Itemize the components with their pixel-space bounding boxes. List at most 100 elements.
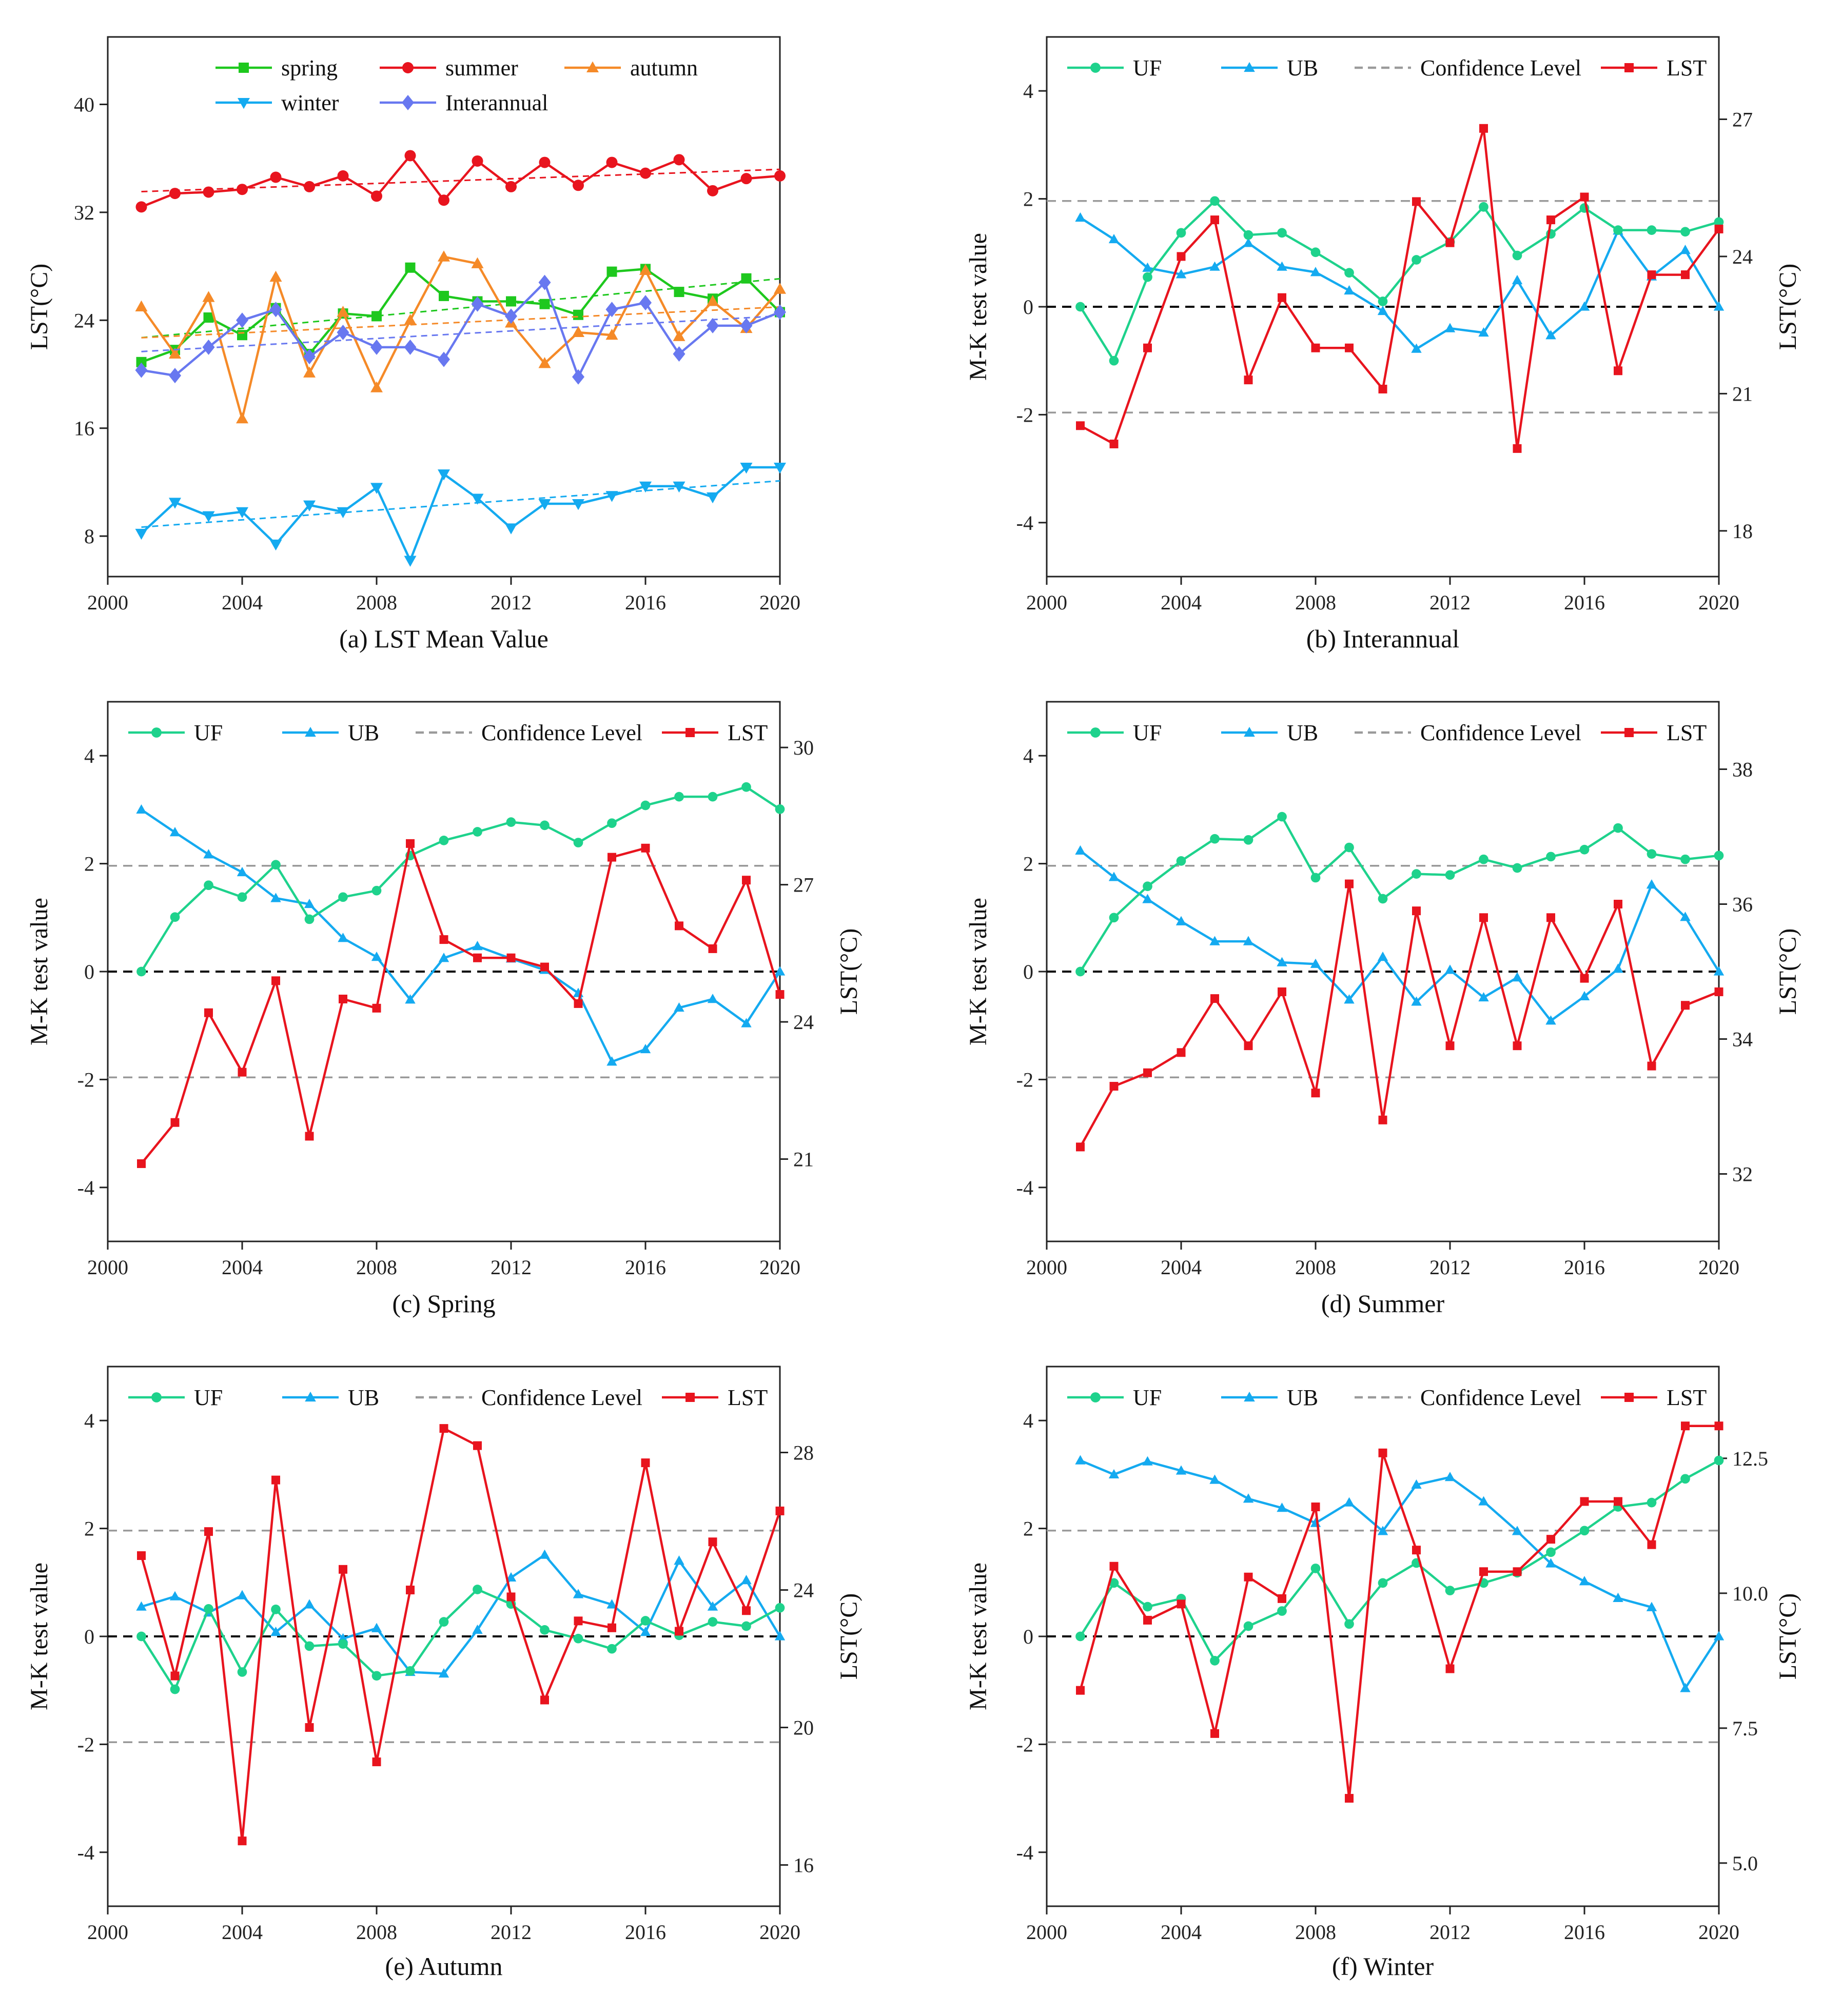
data-point	[1076, 421, 1085, 430]
series-line	[140, 1427, 781, 1841]
data-point	[339, 1565, 347, 1574]
data-point	[338, 1639, 348, 1649]
data-point	[1244, 1572, 1253, 1582]
data-point	[741, 273, 752, 284]
x-tick-label: 2012	[491, 1921, 532, 1944]
x-tick-label: 2016	[1564, 1921, 1605, 1944]
data-point	[741, 1621, 751, 1631]
data-point	[1613, 225, 1623, 235]
data-point	[674, 287, 684, 298]
y-tick-label: -2	[1016, 1733, 1033, 1756]
data-point	[1546, 1535, 1555, 1544]
data-point	[1545, 1015, 1556, 1025]
legend-label: UB	[348, 720, 379, 745]
x-tick-label: 2004	[222, 1256, 263, 1279]
data-point	[1345, 879, 1354, 888]
data-point	[204, 1008, 213, 1017]
data-point	[708, 944, 717, 953]
legend-label: LST	[1667, 55, 1707, 81]
data-point	[204, 1527, 213, 1536]
x-tick-label: 2000	[87, 591, 128, 614]
x-tick-label: 2016	[1564, 591, 1605, 614]
data-point	[269, 539, 282, 551]
legend-swatch-marker	[239, 63, 249, 73]
y-tick-label: 4	[1023, 1409, 1033, 1432]
x-tick-label: 2012	[1429, 591, 1471, 614]
data-point	[1143, 881, 1152, 892]
legend-label: LST	[728, 1385, 768, 1410]
data-point	[538, 274, 551, 290]
data-point	[269, 302, 282, 318]
data-point	[740, 173, 752, 185]
data-point	[1478, 992, 1489, 1002]
y2-tick-label: 21	[1732, 382, 1753, 405]
data-point	[1210, 834, 1220, 844]
series-ub	[136, 804, 786, 1066]
data-point	[707, 994, 718, 1003]
y2-tick-label: 34	[1732, 1028, 1753, 1051]
data-point	[573, 1633, 583, 1644]
data-point	[574, 1616, 583, 1626]
data-point	[1209, 936, 1220, 945]
series-uf	[1075, 196, 1724, 366]
data-point	[707, 318, 719, 333]
data-point	[708, 1537, 717, 1547]
series-line	[1080, 1459, 1720, 1691]
data-point	[539, 299, 550, 309]
data-point	[674, 1002, 684, 1012]
data-point	[471, 257, 484, 268]
data-point	[707, 492, 719, 504]
legend-label: UB	[1287, 55, 1318, 81]
data-point	[1479, 913, 1488, 922]
x-tick-label: 2008	[356, 591, 397, 614]
data-point	[1445, 1586, 1455, 1595]
series-uf	[1075, 812, 1724, 977]
data-point	[572, 499, 584, 510]
data-point	[303, 500, 316, 512]
data-point	[1513, 1041, 1522, 1051]
panel-caption: (a) LST Mean Value	[339, 624, 548, 653]
data-point	[1378, 1448, 1387, 1457]
legend-swatch-marker	[402, 62, 414, 73]
x-tick-label: 2016	[625, 591, 666, 614]
data-point	[404, 150, 416, 162]
data-point	[1680, 245, 1691, 254]
y-tick-label: 2	[84, 853, 94, 876]
data-point	[608, 1623, 616, 1632]
data-point	[271, 1475, 280, 1485]
data-point	[1412, 869, 1421, 879]
y-tick-label: 8	[84, 525, 94, 548]
data-point	[673, 154, 685, 166]
data-point	[1680, 1474, 1690, 1484]
data-point	[1411, 343, 1422, 353]
x-tick-label: 2000	[1026, 1256, 1067, 1279]
legend-swatch-marker	[151, 1392, 162, 1402]
data-point	[1479, 124, 1488, 133]
data-point	[506, 953, 516, 962]
data-point	[1647, 849, 1657, 859]
data-point	[135, 528, 148, 540]
y2-tick-label: 24	[793, 1579, 814, 1602]
data-point	[1580, 192, 1589, 202]
data-point	[574, 999, 583, 1008]
y-axis-label: M-K test value	[965, 1563, 992, 1710]
legend-swatch-marker	[1090, 727, 1101, 738]
panel-caption: (d) Summer	[1321, 1289, 1445, 1318]
x-tick-label: 2004	[1161, 591, 1202, 614]
legend-swatch-marker	[685, 1393, 695, 1402]
data-point	[1680, 912, 1691, 921]
data-point	[1075, 845, 1086, 855]
data-point	[1647, 1540, 1656, 1549]
data-point	[338, 933, 348, 942]
data-point	[1176, 1465, 1187, 1475]
data-point	[371, 1671, 382, 1681]
data-point	[1310, 267, 1321, 276]
data-point	[1378, 894, 1388, 904]
data-point	[1377, 305, 1388, 315]
data-point	[540, 1625, 550, 1635]
data-point	[236, 312, 248, 328]
y2-axis-label: LST(°C)	[1774, 928, 1801, 1015]
data-point	[674, 792, 684, 802]
data-point	[236, 412, 248, 424]
